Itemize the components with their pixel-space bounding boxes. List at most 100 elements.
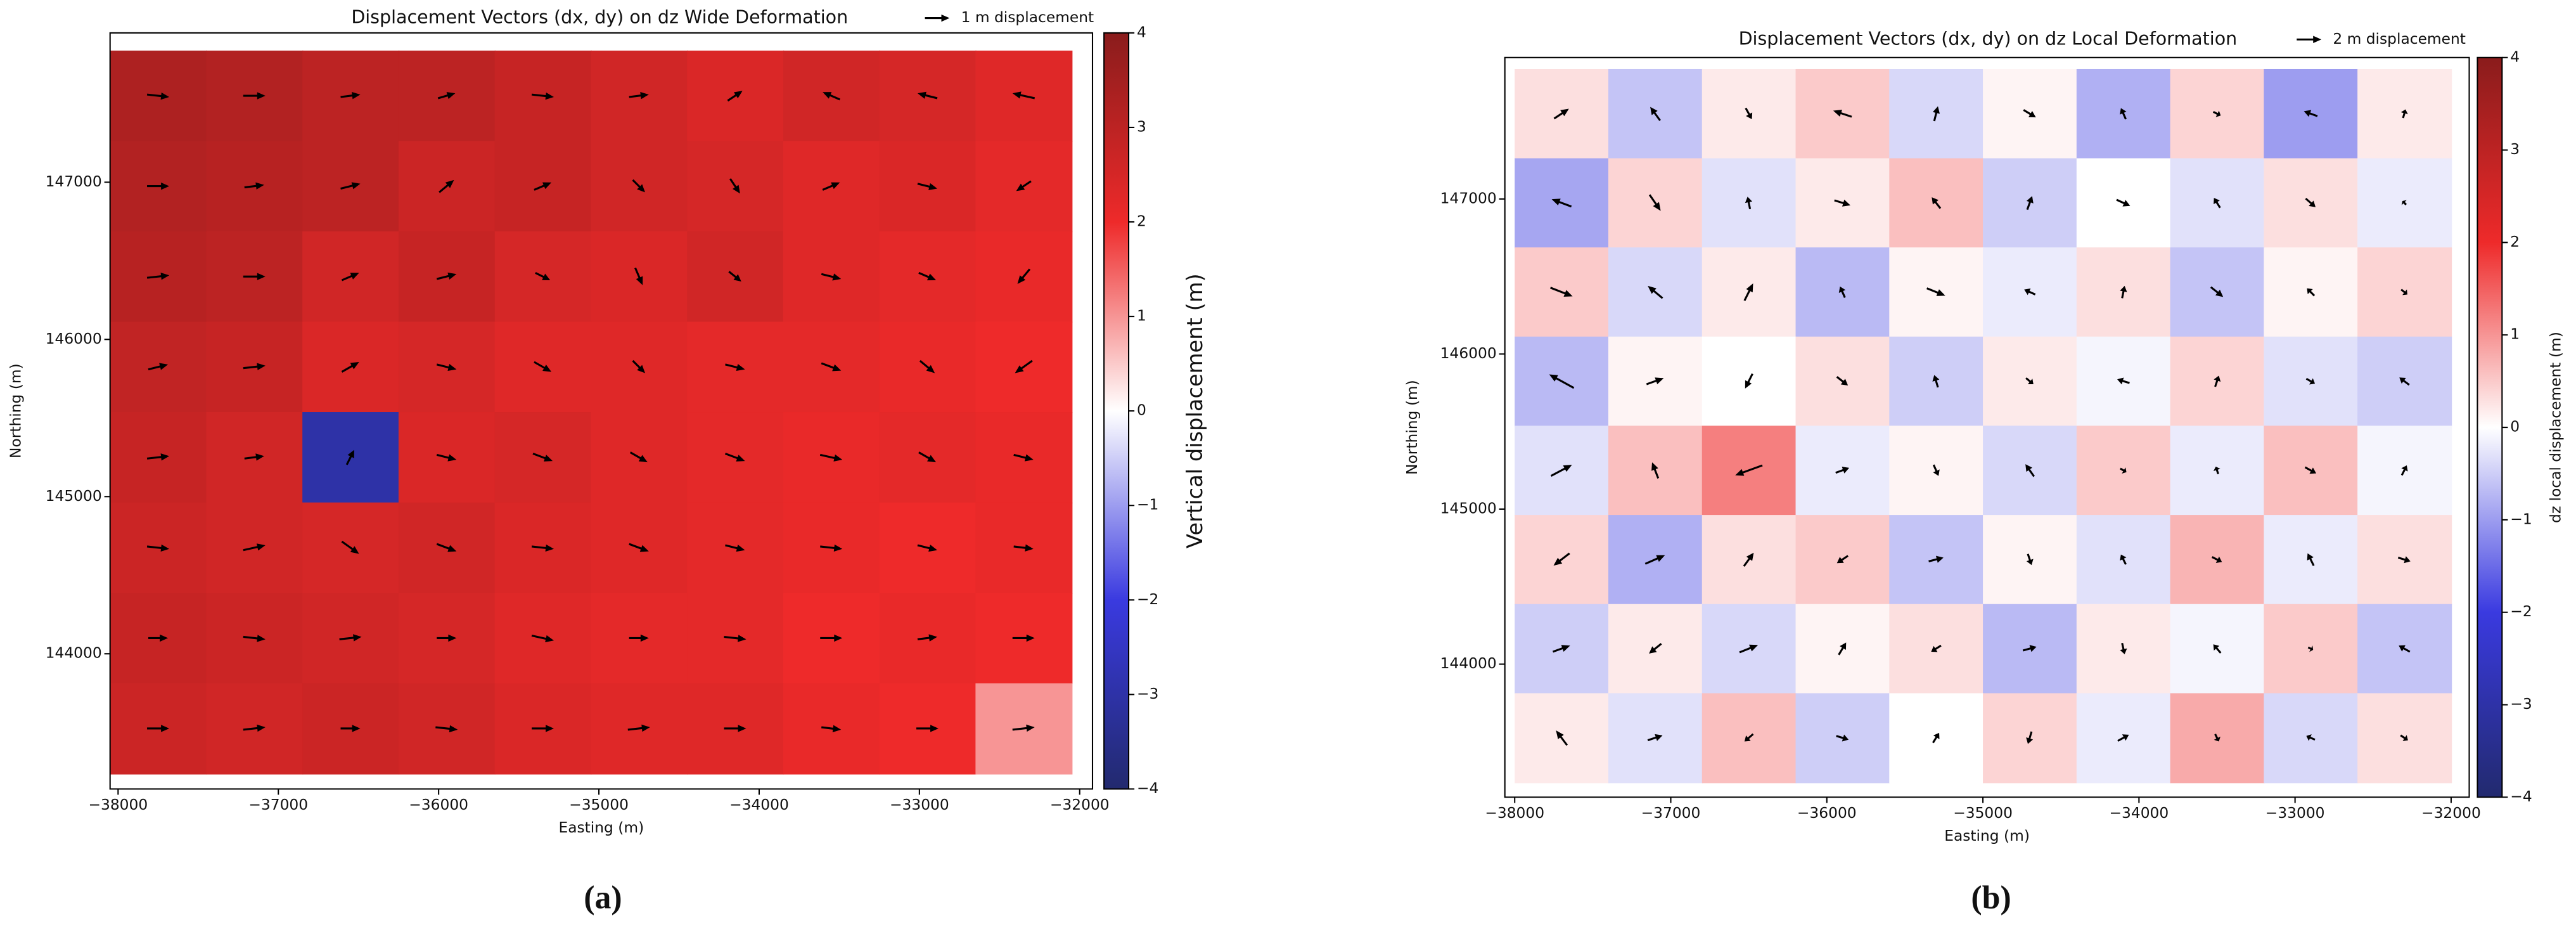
vector-arrow bbox=[729, 178, 740, 194]
vector-arrow bbox=[819, 453, 843, 462]
vector-arrow bbox=[148, 363, 169, 371]
vector-arrow bbox=[632, 359, 645, 373]
colorbar-tick-label: 0 bbox=[1137, 401, 1146, 419]
vector-arrow bbox=[2212, 556, 2222, 563]
vector-arrow bbox=[2212, 110, 2221, 117]
vector-arrow bbox=[1932, 732, 1940, 744]
vector-arrow bbox=[1836, 555, 1849, 564]
x-tick-label: −35000 bbox=[1953, 804, 2013, 822]
vector-arrow bbox=[1650, 107, 1661, 121]
vector-arrow bbox=[2307, 288, 2316, 297]
vector-arrow bbox=[1015, 359, 1033, 373]
colorbar-tick-label: −3 bbox=[1137, 685, 1158, 702]
y-axis-label: Northing (m) bbox=[6, 363, 24, 458]
x-tick-label: −38000 bbox=[1485, 804, 1544, 822]
vector-arrow bbox=[724, 453, 745, 462]
colorbar-tick-label: −1 bbox=[1137, 496, 1158, 514]
x-tick-label: −33000 bbox=[2265, 804, 2325, 822]
vector-arrow bbox=[919, 359, 935, 373]
vector-arrow bbox=[1012, 91, 1035, 100]
vector-arrow bbox=[243, 635, 266, 642]
vector-arrow bbox=[436, 363, 457, 372]
vector-arrow bbox=[436, 453, 457, 462]
vector-arrow bbox=[917, 634, 938, 642]
vector-arrow bbox=[632, 179, 645, 193]
vector-arrow bbox=[532, 453, 553, 462]
y-tick-label: 144000 bbox=[1440, 654, 1497, 672]
vector-arrow bbox=[2120, 554, 2127, 565]
quiver-key-label: 2 m displacement bbox=[2333, 30, 2466, 48]
vector-arrow bbox=[531, 544, 554, 552]
x-tick-label: −34000 bbox=[729, 796, 789, 813]
colorbar-tick-label: −1 bbox=[2510, 510, 2532, 527]
colorbar-tick-label: 4 bbox=[1137, 23, 1146, 41]
vector-arrow bbox=[2305, 377, 2316, 385]
vector-arrow bbox=[1549, 374, 1575, 389]
vector-arrow bbox=[1836, 376, 1849, 385]
vector-arrow bbox=[436, 272, 457, 280]
panel-label: (a) bbox=[584, 880, 622, 916]
vector-arrow bbox=[2120, 467, 2127, 474]
vector-arrow bbox=[918, 271, 937, 281]
vector-arrow bbox=[629, 634, 649, 642]
vector-arrow bbox=[1835, 467, 1850, 474]
vector-arrow bbox=[437, 92, 456, 100]
vector-arrow bbox=[147, 725, 170, 732]
vector-arrow bbox=[1838, 642, 1847, 656]
vector-arrow bbox=[2399, 645, 2411, 653]
vector-arrow bbox=[822, 182, 840, 191]
panel-label: (b) bbox=[1971, 880, 2011, 916]
vector-arrow bbox=[821, 362, 842, 372]
vector-arrow bbox=[2214, 375, 2221, 387]
colorbar-label: dz local displacement (m) bbox=[2546, 332, 2564, 523]
vector-arrow bbox=[2024, 288, 2036, 295]
y-tick-label: 144000 bbox=[46, 644, 102, 662]
vector-arrow bbox=[918, 451, 937, 463]
plot-area bbox=[110, 32, 1093, 789]
x-tick-label: −36000 bbox=[409, 796, 468, 813]
y-tick-label: 145000 bbox=[46, 487, 102, 505]
vector-arrow bbox=[2025, 464, 2035, 477]
vector-arrow bbox=[2213, 466, 2220, 475]
vector-arrow bbox=[1838, 286, 1846, 298]
vector-arrow bbox=[1644, 555, 1665, 565]
colorbar-tick-label: 1 bbox=[1137, 307, 1146, 325]
vector-arrow bbox=[437, 634, 457, 642]
vector-arrow bbox=[2026, 196, 2034, 210]
colorbar-tick-label: −4 bbox=[1137, 779, 1158, 797]
vector-arrow bbox=[1550, 465, 1572, 477]
vector-arrow bbox=[728, 271, 741, 282]
quiver-key-label: 1 m displacement bbox=[961, 8, 1094, 26]
chart-title: Displacement Vectors (dx, dy) on dz Wide… bbox=[351, 7, 848, 28]
colorbar-tick-label: 1 bbox=[2510, 325, 2520, 343]
colorbar-tick-label: −2 bbox=[1137, 590, 1158, 608]
colorbar bbox=[1103, 32, 1130, 790]
vector-arrow bbox=[534, 361, 552, 372]
vector-arrow bbox=[243, 724, 266, 732]
colorbar-tick-label: −3 bbox=[2510, 695, 2532, 713]
vector-arrow bbox=[1648, 285, 1663, 299]
vector-arrow bbox=[439, 179, 454, 193]
vector-arrow bbox=[244, 182, 264, 190]
vector-arrow bbox=[1550, 287, 1573, 297]
colorbar-tick-label: 2 bbox=[2510, 233, 2520, 250]
vector-arrow bbox=[821, 725, 842, 732]
vector-arrow bbox=[1648, 194, 1661, 211]
vector-arrow bbox=[340, 92, 361, 100]
vector-arrow bbox=[1836, 734, 1849, 742]
vector-arrow bbox=[2120, 642, 2127, 654]
quiver-key-arrow bbox=[2297, 36, 2322, 43]
vector-arrow bbox=[2400, 109, 2408, 119]
vector-arrow bbox=[917, 91, 938, 100]
vector-arrow bbox=[531, 635, 554, 643]
vector-arrow bbox=[1012, 634, 1035, 642]
vector-arrow bbox=[725, 544, 745, 552]
vector-arrow bbox=[724, 635, 747, 642]
vector-arrow bbox=[2116, 198, 2131, 207]
vector-arrow bbox=[146, 272, 170, 280]
vector-arrow bbox=[1552, 645, 1570, 653]
y-axis-label: Northing (m) bbox=[1403, 380, 1421, 475]
vector-arrow bbox=[1834, 199, 1851, 207]
